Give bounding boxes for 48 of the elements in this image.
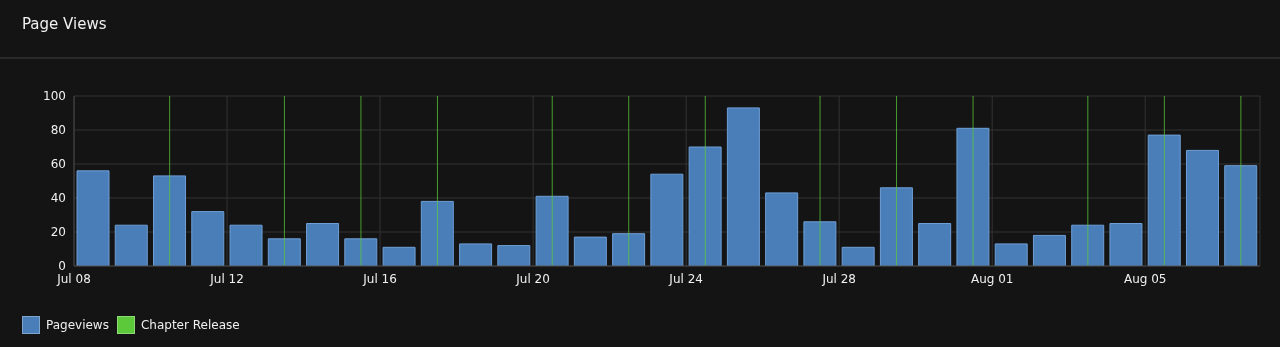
bar — [306, 223, 340, 266]
bar — [994, 243, 1028, 266]
bar — [1032, 234, 1066, 266]
bar — [612, 233, 646, 266]
bar — [459, 243, 493, 266]
bar — [1224, 165, 1258, 266]
x-tick-label: Aug 05 — [1123, 271, 1167, 286]
bar — [1185, 149, 1219, 266]
bar — [918, 223, 952, 266]
bar — [191, 211, 225, 266]
y-tick-label: 0 — [58, 259, 66, 274]
bar — [841, 246, 875, 266]
y-tick-label: 20 — [50, 225, 66, 240]
legend-label: Chapter Release — [140, 318, 240, 332]
x-tick-label: Jul 20 — [515, 271, 550, 286]
x-tick-label: Jul 24 — [668, 271, 703, 286]
x-tick-label: Jul 16 — [362, 271, 397, 286]
bar — [229, 224, 263, 266]
y-tick-label: 80 — [50, 123, 66, 138]
bar — [382, 246, 416, 266]
x-tick-label: Aug 01 — [970, 271, 1014, 286]
bar — [1147, 134, 1181, 266]
bar — [497, 245, 531, 266]
bar — [535, 195, 569, 266]
bar — [803, 221, 837, 266]
bar — [1071, 224, 1105, 266]
bar — [688, 146, 722, 266]
legend-label: Pageviews — [46, 318, 109, 332]
bar — [765, 192, 799, 266]
bar — [573, 236, 607, 266]
chart-title: Page Views — [22, 15, 107, 33]
x-tick-label: Jul 08 — [56, 271, 91, 286]
bar — [76, 170, 110, 266]
bar — [267, 238, 301, 266]
bar — [420, 200, 454, 266]
y-tick-label: 40 — [50, 191, 66, 206]
bar — [114, 224, 148, 266]
x-tick-label: Jul 28 — [821, 271, 856, 286]
y-tick-label: 100 — [43, 89, 66, 104]
bar — [1109, 223, 1143, 266]
x-tick-label: Jul 12 — [209, 271, 244, 286]
bar — [879, 187, 913, 266]
bar — [726, 107, 760, 266]
bar — [956, 127, 990, 266]
bar — [153, 175, 187, 266]
bar — [650, 173, 684, 266]
bar — [344, 238, 378, 266]
y-tick-label: 60 — [50, 157, 66, 172]
